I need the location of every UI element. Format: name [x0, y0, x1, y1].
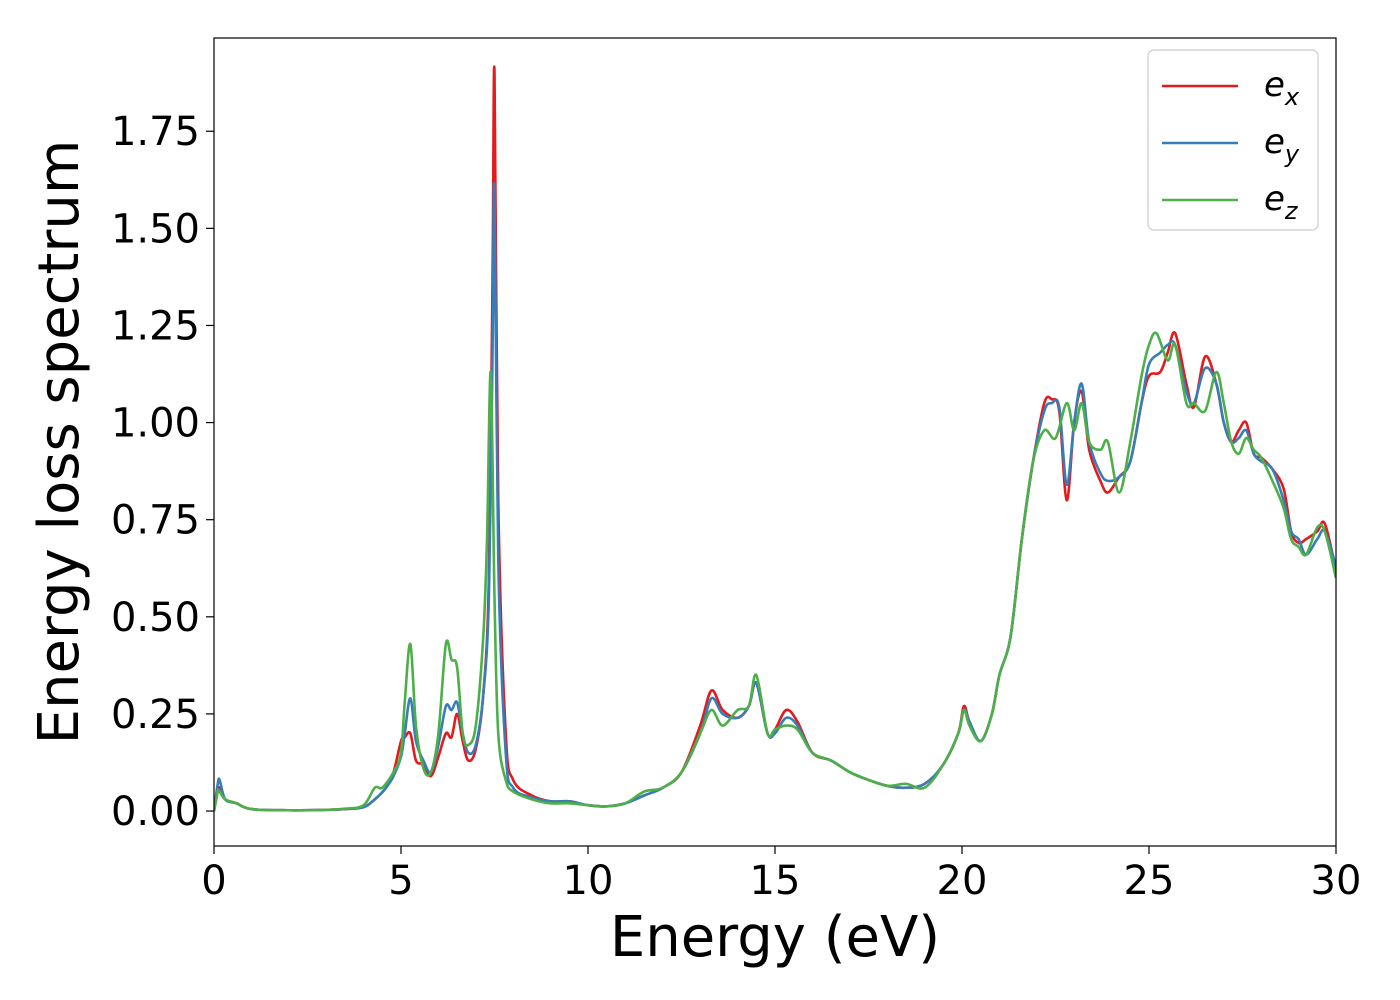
x-tick-label: 15: [750, 858, 801, 904]
legend-label-y: ey: [1264, 122, 1300, 168]
y-tick-label: 0.25: [111, 692, 200, 738]
x-tick-label: 0: [201, 858, 226, 904]
legend-box: [1147, 49, 1319, 231]
series-line-y: [214, 181, 1336, 812]
x-tick-label: 10: [563, 858, 614, 904]
x-tick-label: 20: [937, 858, 988, 904]
y-tick-label: 1.50: [111, 206, 200, 252]
legend-label-z: ez: [1264, 179, 1299, 225]
legend-label-x: ex: [1264, 65, 1300, 111]
y-tick-label: 0.75: [111, 498, 200, 544]
ticks-layer: 0 5 10 15 20 25 30 0.00 0.25 0.50 0.75 1.00 1.25 1.50…: [111, 109, 1362, 904]
x-axis-label: Energy (eV): [610, 905, 940, 970]
y-tick-label: 0.50: [111, 595, 200, 641]
y-tick-label: 1.00: [111, 401, 200, 447]
x-tick-label: 5: [388, 858, 413, 904]
x-tick-label: 30: [1311, 858, 1362, 904]
y-tick-label: 0.00: [111, 789, 200, 835]
legend: ex ey ez: [1147, 49, 1319, 231]
series-layer: [214, 65, 1336, 812]
y-tick-label: 1.75: [111, 109, 200, 155]
series-line-z: [214, 331, 1336, 812]
y-axis-label: Energy loss spectrum: [27, 140, 92, 745]
y-tick-label: 1.25: [111, 303, 200, 349]
x-tick-label: 25: [1124, 858, 1175, 904]
